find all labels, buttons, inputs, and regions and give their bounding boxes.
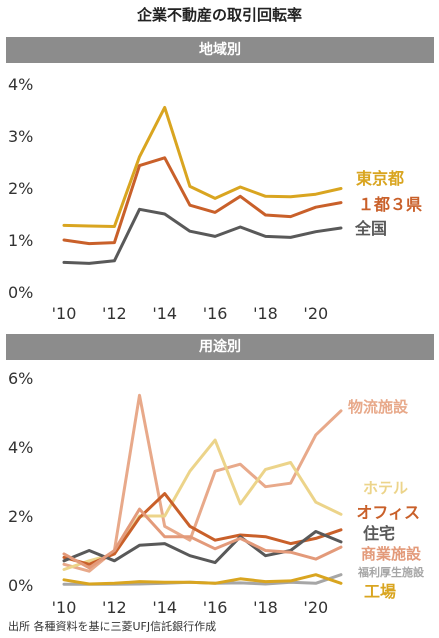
series-line-7: [62, 573, 343, 586]
x-tick-label: '16: [203, 304, 228, 323]
series-label: １都３県: [358, 195, 422, 214]
series-label: 東京都: [356, 169, 404, 188]
series-label: 全国: [354, 219, 387, 238]
series-line-4: [62, 530, 343, 565]
series-label: オフィス: [356, 503, 420, 522]
panel-header-region: 地域別: [6, 37, 434, 63]
y-tick-label: 2%: [8, 507, 33, 526]
y-tick-label: 6%: [8, 369, 33, 388]
x-tick-label: '14: [152, 598, 177, 617]
x-tick-label: '14: [152, 304, 177, 323]
series-label: 福利厚生施設: [357, 565, 425, 579]
series-label: ホテル: [363, 479, 408, 497]
series-line-5: [62, 507, 343, 570]
panel-header-use: 用途別: [6, 334, 434, 360]
y-tick-label: 2%: [8, 179, 33, 198]
x-tick-label: '18: [253, 598, 278, 617]
y-tick-label: 0%: [8, 576, 33, 595]
y-tick-label: 4%: [8, 75, 33, 94]
x-tick-label: '18: [253, 304, 278, 323]
y-tick-label: 4%: [8, 438, 33, 457]
use-chart: 0% 2% 4% 6% '10 '12 '14 '16 '18 '20 物流施設ホテルオフィス住宅商…: [8, 369, 425, 617]
y-tick-label: 0%: [8, 283, 33, 302]
y-tick-label: 1%: [8, 231, 33, 250]
y-tick-label: 3%: [8, 127, 33, 146]
x-tick-label: '20: [303, 598, 328, 617]
series-line-1: [62, 105, 343, 228]
series-label: 住宅: [363, 524, 395, 543]
series-label: 商業施設: [361, 545, 422, 563]
x-tick-label: '20: [303, 304, 328, 323]
x-tick-label: '16: [203, 598, 228, 617]
series-label: 物流施設: [348, 398, 409, 416]
chart-title: 企業不動産の取引回転率: [136, 6, 302, 24]
x-tick-label: '10: [52, 598, 77, 617]
x-tick-label: '12: [102, 598, 127, 617]
series-line-2: [62, 156, 343, 246]
series-label: 工場: [364, 582, 396, 601]
x-tick-label: '10: [52, 304, 77, 323]
x-tick-label: '12: [102, 304, 127, 323]
source-note: 出所 各種資料を基に三菱UFJ信託銀行作成: [8, 620, 217, 633]
series-line-3: [62, 207, 343, 265]
series-line-3: [62, 492, 343, 566]
